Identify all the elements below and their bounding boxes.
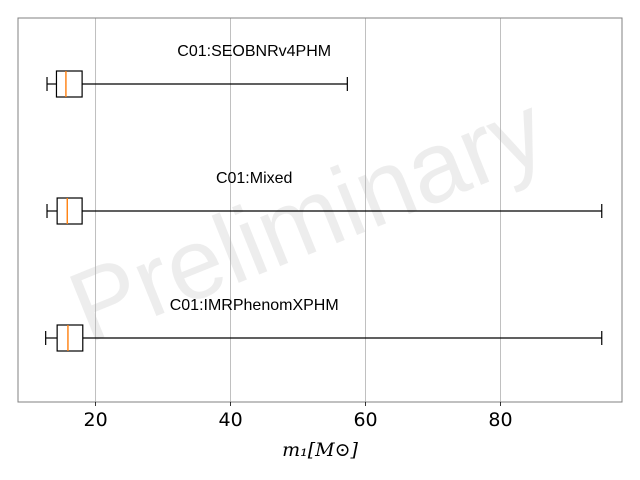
box-iqr — [56, 197, 83, 225]
x-axis-label: m₁[M⊙] — [282, 439, 358, 461]
plot-frame — [17, 17, 623, 403]
watermark-text: Preliminary — [54, 73, 560, 364]
box-group: C01:SEOBNRv4PHM — [46, 43, 348, 98]
x-tick-label: 20 — [84, 409, 108, 431]
x-tick-label: 80 — [488, 409, 512, 431]
box-iqr — [55, 70, 83, 98]
box-group: C01:IMRPhenomXPHM — [45, 297, 603, 352]
x-tick-label: 40 — [218, 409, 242, 431]
box-series: C01:SEOBNRv4PHM C01:Mixed C01:IMRPhenomXPH… — [45, 43, 603, 352]
series-label: C01:Mixed — [216, 170, 292, 187]
x-tick-label: 60 — [353, 409, 377, 431]
box-group: C01:Mixed — [46, 170, 603, 225]
x-axis-ticks: 20 40 60 80 — [84, 402, 513, 431]
series-label: C01:SEOBNRv4PHM — [177, 43, 331, 60]
box-iqr — [56, 324, 84, 352]
series-label: C01:IMRPhenomXPHM — [170, 297, 339, 314]
